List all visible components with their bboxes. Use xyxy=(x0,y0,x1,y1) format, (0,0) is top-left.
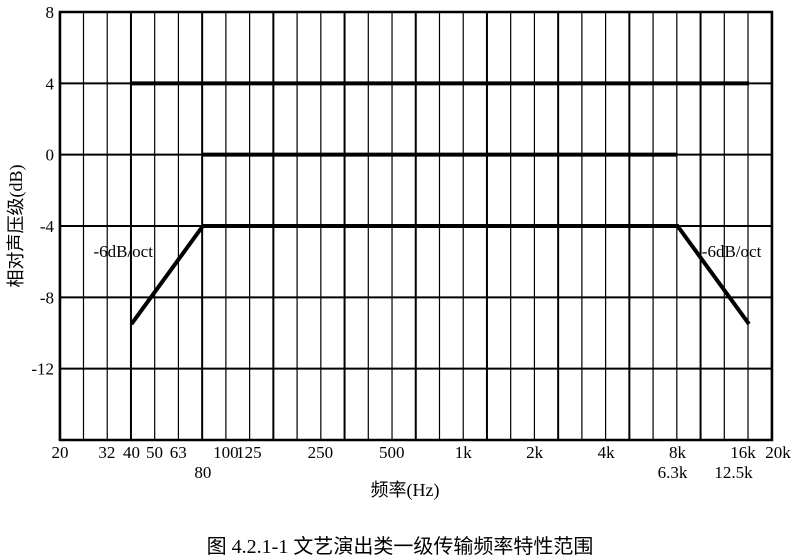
x-tick-label: 80 xyxy=(194,463,211,482)
y-tick-label: -8 xyxy=(40,288,54,307)
y-tick-label: -12 xyxy=(31,360,54,379)
x-tick-label: 1k xyxy=(455,443,473,462)
x-tick-label: 100 xyxy=(213,443,239,462)
x-tick-label: 50 xyxy=(146,443,163,462)
y-tick-label: 4 xyxy=(46,74,55,93)
x-tick-label: 500 xyxy=(379,443,405,462)
slope-annotation: -6dB/oct xyxy=(702,242,762,261)
x-tick-label: 40 xyxy=(123,443,140,462)
x-tick-label: 32 xyxy=(98,443,115,462)
x-tick-label: 20k xyxy=(765,443,791,462)
x-tick-label: 20 xyxy=(52,443,69,462)
series-line xyxy=(129,224,751,326)
x-axis-label: 频率(Hz) xyxy=(371,480,440,501)
x-tick-label: 12.5k xyxy=(714,463,753,482)
x-tick-label: 63 xyxy=(170,443,187,462)
x-tick-label: 125 xyxy=(236,443,262,462)
y-axis-label: 相对声压级(dB) xyxy=(6,165,27,288)
x-tick-label: 4k xyxy=(598,443,616,462)
y-tick-label: 0 xyxy=(46,146,55,165)
x-tick-label: 8k xyxy=(669,443,687,462)
figure-caption: 图 4.2.1-1 文艺演出类一级传输频率特性范围 xyxy=(206,536,594,558)
series-group xyxy=(129,81,751,326)
x-tick-label: 16k xyxy=(730,443,756,462)
y-tick-label: 8 xyxy=(46,3,55,22)
y-tick-label: -4 xyxy=(40,217,55,236)
plot-frame xyxy=(58,10,774,442)
x-tick-label: 2k xyxy=(526,443,544,462)
x-tick-label: 250 xyxy=(308,443,334,462)
slope-annotation: -6dB/oct xyxy=(93,242,153,261)
x-tick-label: 6.3k xyxy=(658,463,688,482)
